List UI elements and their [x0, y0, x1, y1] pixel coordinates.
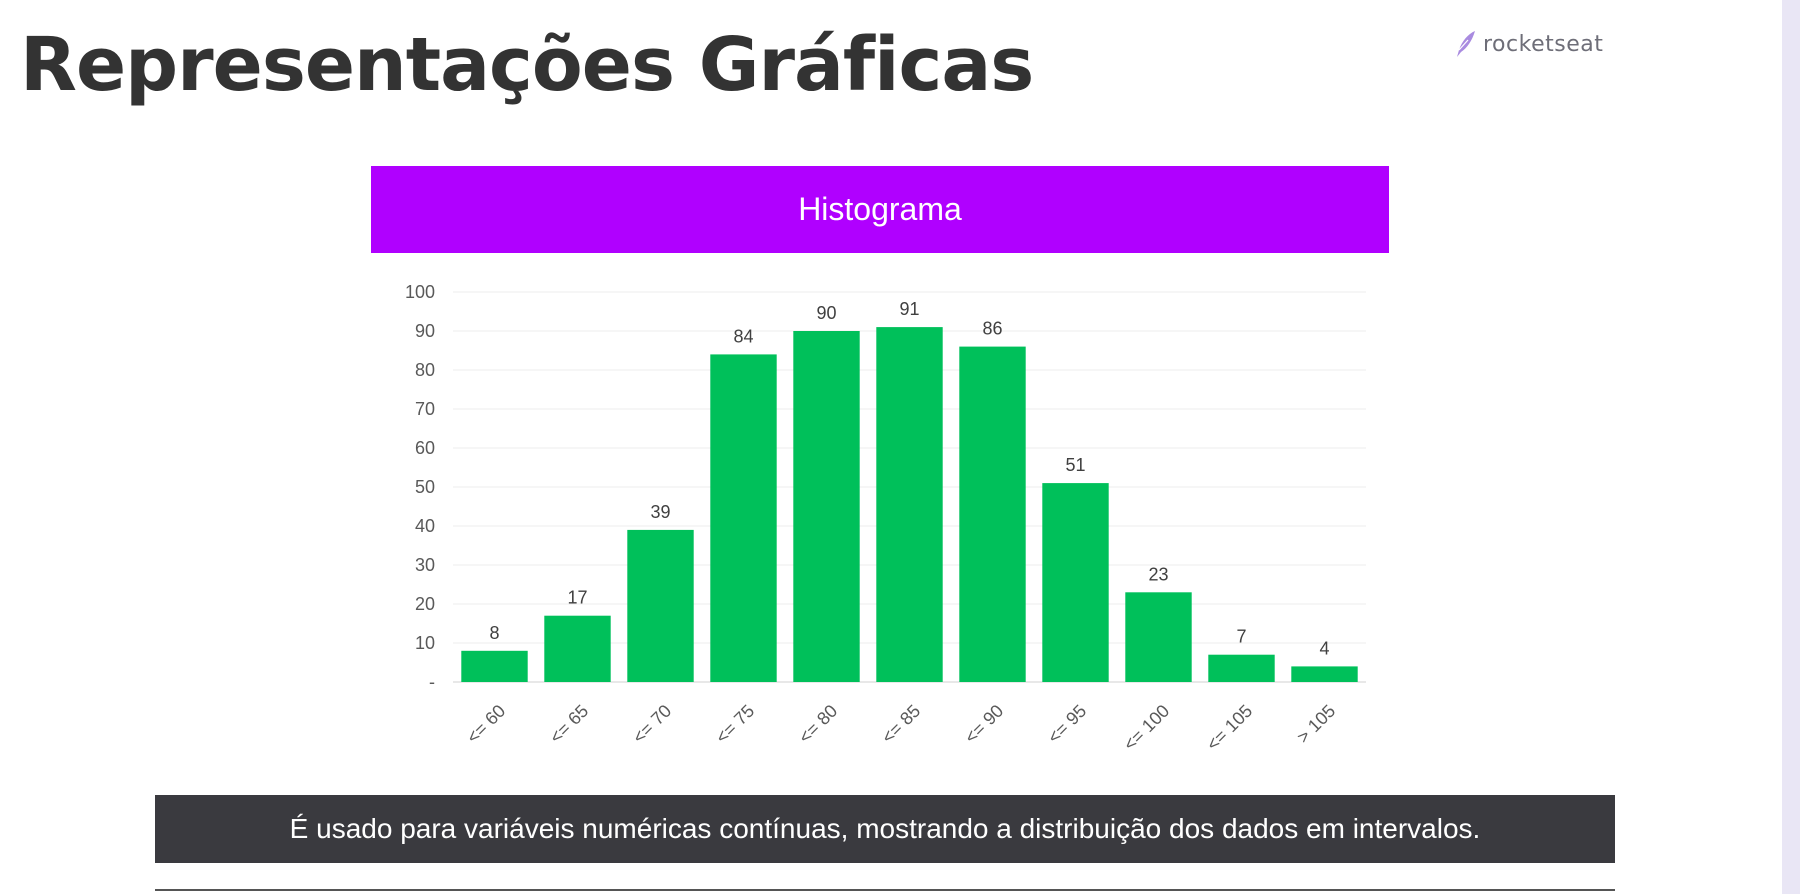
y-tick-label: 30	[415, 555, 435, 575]
brand-name: rocketseat	[1483, 31, 1604, 57]
caption-text: É usado para variáveis numéricas contínu…	[289, 813, 1481, 844]
chart-bars	[461, 327, 1358, 682]
bar-data-label: 7	[1236, 627, 1246, 647]
x-tick-label: <= 60	[463, 701, 510, 748]
x-tick-label: <= 70	[629, 701, 676, 748]
x-tick-label: <= 95	[1044, 701, 1091, 748]
histogram-bar	[1125, 592, 1192, 682]
bar-data-label: 39	[650, 502, 670, 522]
histogram-bar	[1042, 483, 1109, 682]
x-tick-label: <= 105	[1203, 701, 1257, 755]
rocket-feather-icon	[1457, 31, 1475, 57]
histogram-bar	[461, 650, 528, 682]
data-labels: 8 17 39 84 90 91 86 51 23 7 4	[489, 299, 1329, 658]
histogram-bar	[544, 615, 611, 682]
bar-data-label: 86	[982, 319, 1002, 339]
histogram-bar	[710, 354, 777, 682]
y-tick-label: 50	[415, 477, 435, 497]
chart-title-banner: Histograma	[371, 166, 1389, 253]
x-tick-label: > 105	[1293, 701, 1339, 747]
histogram-bar	[793, 331, 860, 682]
bar-data-label: 91	[899, 299, 919, 319]
x-tick-label: <= 75	[712, 701, 759, 748]
bar-data-label: 51	[1065, 455, 1085, 475]
bar-data-label: 4	[1319, 638, 1329, 658]
histogram-bar	[876, 327, 943, 682]
caption-box: É usado para variáveis numéricas contínu…	[155, 795, 1615, 863]
x-tick-label: <= 90	[961, 701, 1008, 748]
histogram-bar	[959, 346, 1026, 682]
y-tick-label: 100	[405, 282, 435, 302]
histogram-bar	[1208, 654, 1275, 682]
right-side-strip	[1782, 0, 1800, 894]
y-tick-label: 60	[415, 438, 435, 458]
y-tick-label: -	[429, 672, 435, 692]
bar-data-label: 23	[1148, 564, 1168, 584]
y-axis: - 10 20 30 40 50 60 70 80 90 100	[405, 282, 435, 692]
y-tick-label: 70	[415, 399, 435, 419]
brand-logo: rocketseat	[1455, 30, 1603, 58]
chart-title: Histograma	[798, 191, 962, 227]
y-tick-label: 40	[415, 516, 435, 536]
bottom-divider	[155, 889, 1615, 891]
y-tick-label: 10	[415, 633, 435, 653]
y-tick-label: 90	[415, 321, 435, 341]
histogram-chart: - 10 20 30 40 50 60 70 80 90 100 8 17 39 84 90 91 86 51 23…	[405, 282, 1366, 755]
x-axis: <= 60 <= 65 <= 70 <= 75 <= 80 <= 85 <= 90 <= 95…	[463, 701, 1340, 755]
x-tick-label: <= 100	[1120, 701, 1174, 755]
slide-title: Representações Gráficas	[20, 22, 1034, 108]
x-tick-label: <= 65	[546, 701, 593, 748]
histogram-bar	[1291, 666, 1358, 682]
bar-data-label: 84	[733, 326, 753, 346]
histogram-bar	[627, 529, 694, 682]
bar-data-label: 90	[816, 303, 836, 323]
x-tick-label: <= 85	[878, 701, 925, 748]
y-tick-label: 80	[415, 360, 435, 380]
x-tick-label: <= 80	[795, 701, 842, 748]
y-tick-label: 20	[415, 594, 435, 614]
bar-data-label: 17	[567, 588, 587, 608]
bar-data-label: 8	[489, 623, 499, 643]
